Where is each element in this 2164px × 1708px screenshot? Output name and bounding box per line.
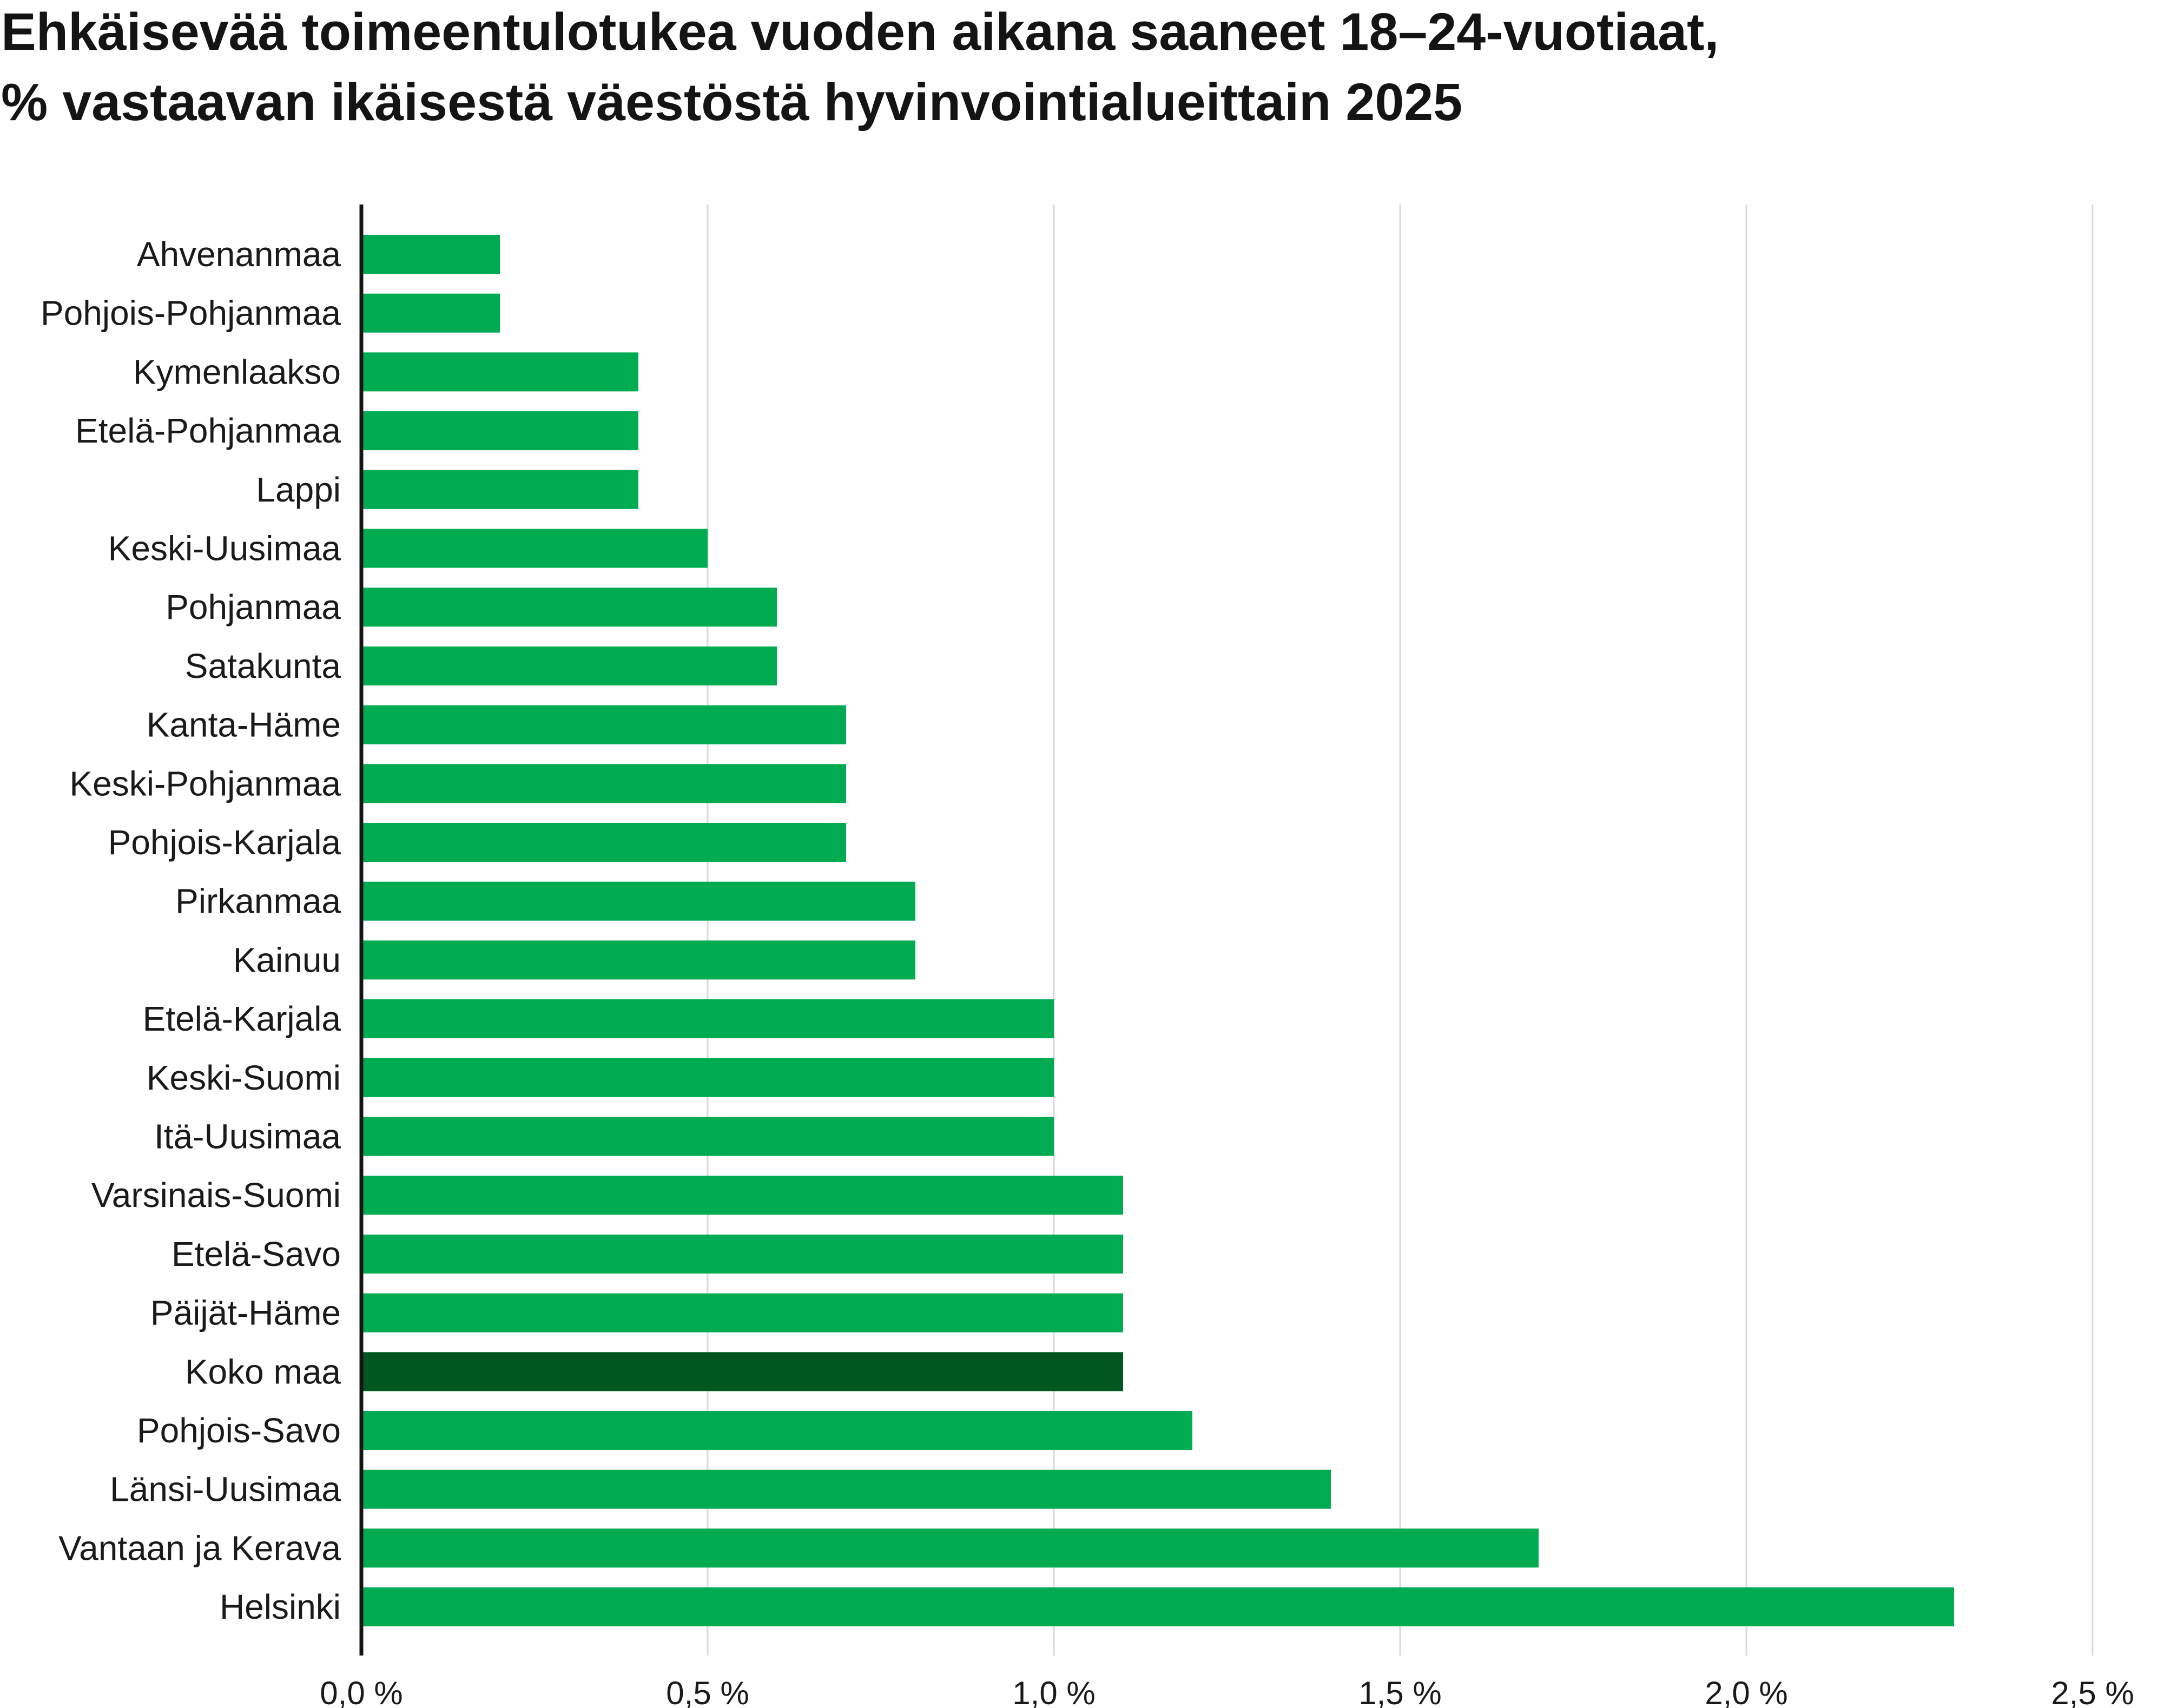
bar-koko-maa: [361, 1352, 1123, 1392]
category-label: Etelä-Savo: [171, 1235, 341, 1274]
category-label: Pohjanmaa: [166, 588, 341, 627]
category-label: Päijät-Häme: [150, 1294, 341, 1333]
x-tick-label: 0,5 %: [666, 1675, 749, 1708]
bars: [361, 235, 1954, 1627]
category-label: Ahvenanmaa: [137, 235, 341, 274]
category-label: Pohjois-Savo: [137, 1411, 341, 1450]
bar-pohjois-karjala: [361, 823, 846, 862]
bar-lappi: [361, 470, 638, 509]
category-label: Kainuu: [233, 940, 341, 979]
category-label: Pirkanmaa: [175, 882, 341, 921]
x-tick-label: 0,0 %: [320, 1675, 403, 1708]
bar-keski-suomi: [361, 1058, 1054, 1097]
bar-pohjois-pohjanmaa: [361, 293, 500, 333]
bar-lansi-uusimaa: [361, 1469, 1331, 1509]
category-label: Helsinki: [220, 1587, 341, 1626]
category-label: Etelä-Pohjanmaa: [75, 411, 341, 450]
bar-kymenlaakso: [361, 352, 638, 392]
bar-pirkanmaa: [361, 881, 915, 921]
chart-title-line-2: % vastaavan ikäisestä väestöstä hyvinvoi…: [1, 72, 1463, 131]
category-label: Keski-Pohjanmaa: [69, 764, 341, 803]
bar-etela-savo: [361, 1234, 1123, 1274]
category-label: Lappi: [256, 470, 341, 509]
category-label: Itä-Uusimaa: [154, 1117, 341, 1156]
bar-ahvenanmaa: [361, 235, 500, 274]
bar-keski-uusimaa: [361, 529, 708, 568]
category-label: Kymenlaakso: [133, 352, 341, 391]
category-label: Keski-Uusimaa: [108, 529, 341, 568]
category-label: Satakunta: [185, 647, 341, 685]
category-label: Vantaan ja Kerava: [58, 1528, 341, 1567]
bar-vantaan-ja-kerava: [361, 1528, 1539, 1568]
category-label: Pohjois-Karjala: [108, 823, 341, 862]
bar-pohjois-savo: [361, 1411, 1192, 1450]
category-label: Kanta-Häme: [147, 705, 341, 744]
bar-varsinais-suomi: [361, 1176, 1123, 1215]
bar-pohjanmaa: [361, 588, 777, 627]
category-label: Etelä-Karjala: [143, 999, 341, 1038]
category-labels: Ahvenanmaa Pohjois-Pohjanmaa Kymenlaakso Et…: [41, 235, 341, 1626]
chart-title-line-1: Ehkäisevää toimeentulotukea vuoden aikan…: [1, 2, 1719, 61]
category-label: Pohjois-Pohjanmaa: [41, 294, 341, 333]
bar-kainuu: [361, 940, 915, 980]
bar-keski-pohjanmaa: [361, 764, 846, 803]
bar-etela-karjala: [361, 999, 1054, 1039]
category-label: Länsi-Uusimaa: [110, 1470, 341, 1509]
chart-title: Ehkäisevää toimeentulotukea vuoden aikan…: [1, 0, 2160, 137]
category-label: Keski-Suomi: [147, 1058, 341, 1097]
bar-paijat-hame: [361, 1293, 1123, 1333]
bar-etela-pohjanmaa: [361, 411, 638, 451]
category-label: Koko maa: [185, 1352, 341, 1391]
bar-helsinki: [361, 1587, 1954, 1627]
x-tick-label: 2,5 %: [2051, 1675, 2134, 1708]
x-tick-label: 2,0 %: [1705, 1675, 1787, 1708]
x-tick-label: 1,5 %: [1358, 1675, 1441, 1708]
bar-satakunta: [361, 646, 777, 685]
x-tick-label: 1,0 %: [1012, 1675, 1095, 1708]
category-label: Varsinais-Suomi: [91, 1176, 341, 1215]
bar-kanta-hame: [361, 705, 846, 744]
x-tick-labels: 0,0 % 0,5 % 1,0 % 1,5 % 2,0 % 2,5 %: [320, 1675, 2134, 1708]
bar-ita-uusimaa: [361, 1117, 1054, 1156]
